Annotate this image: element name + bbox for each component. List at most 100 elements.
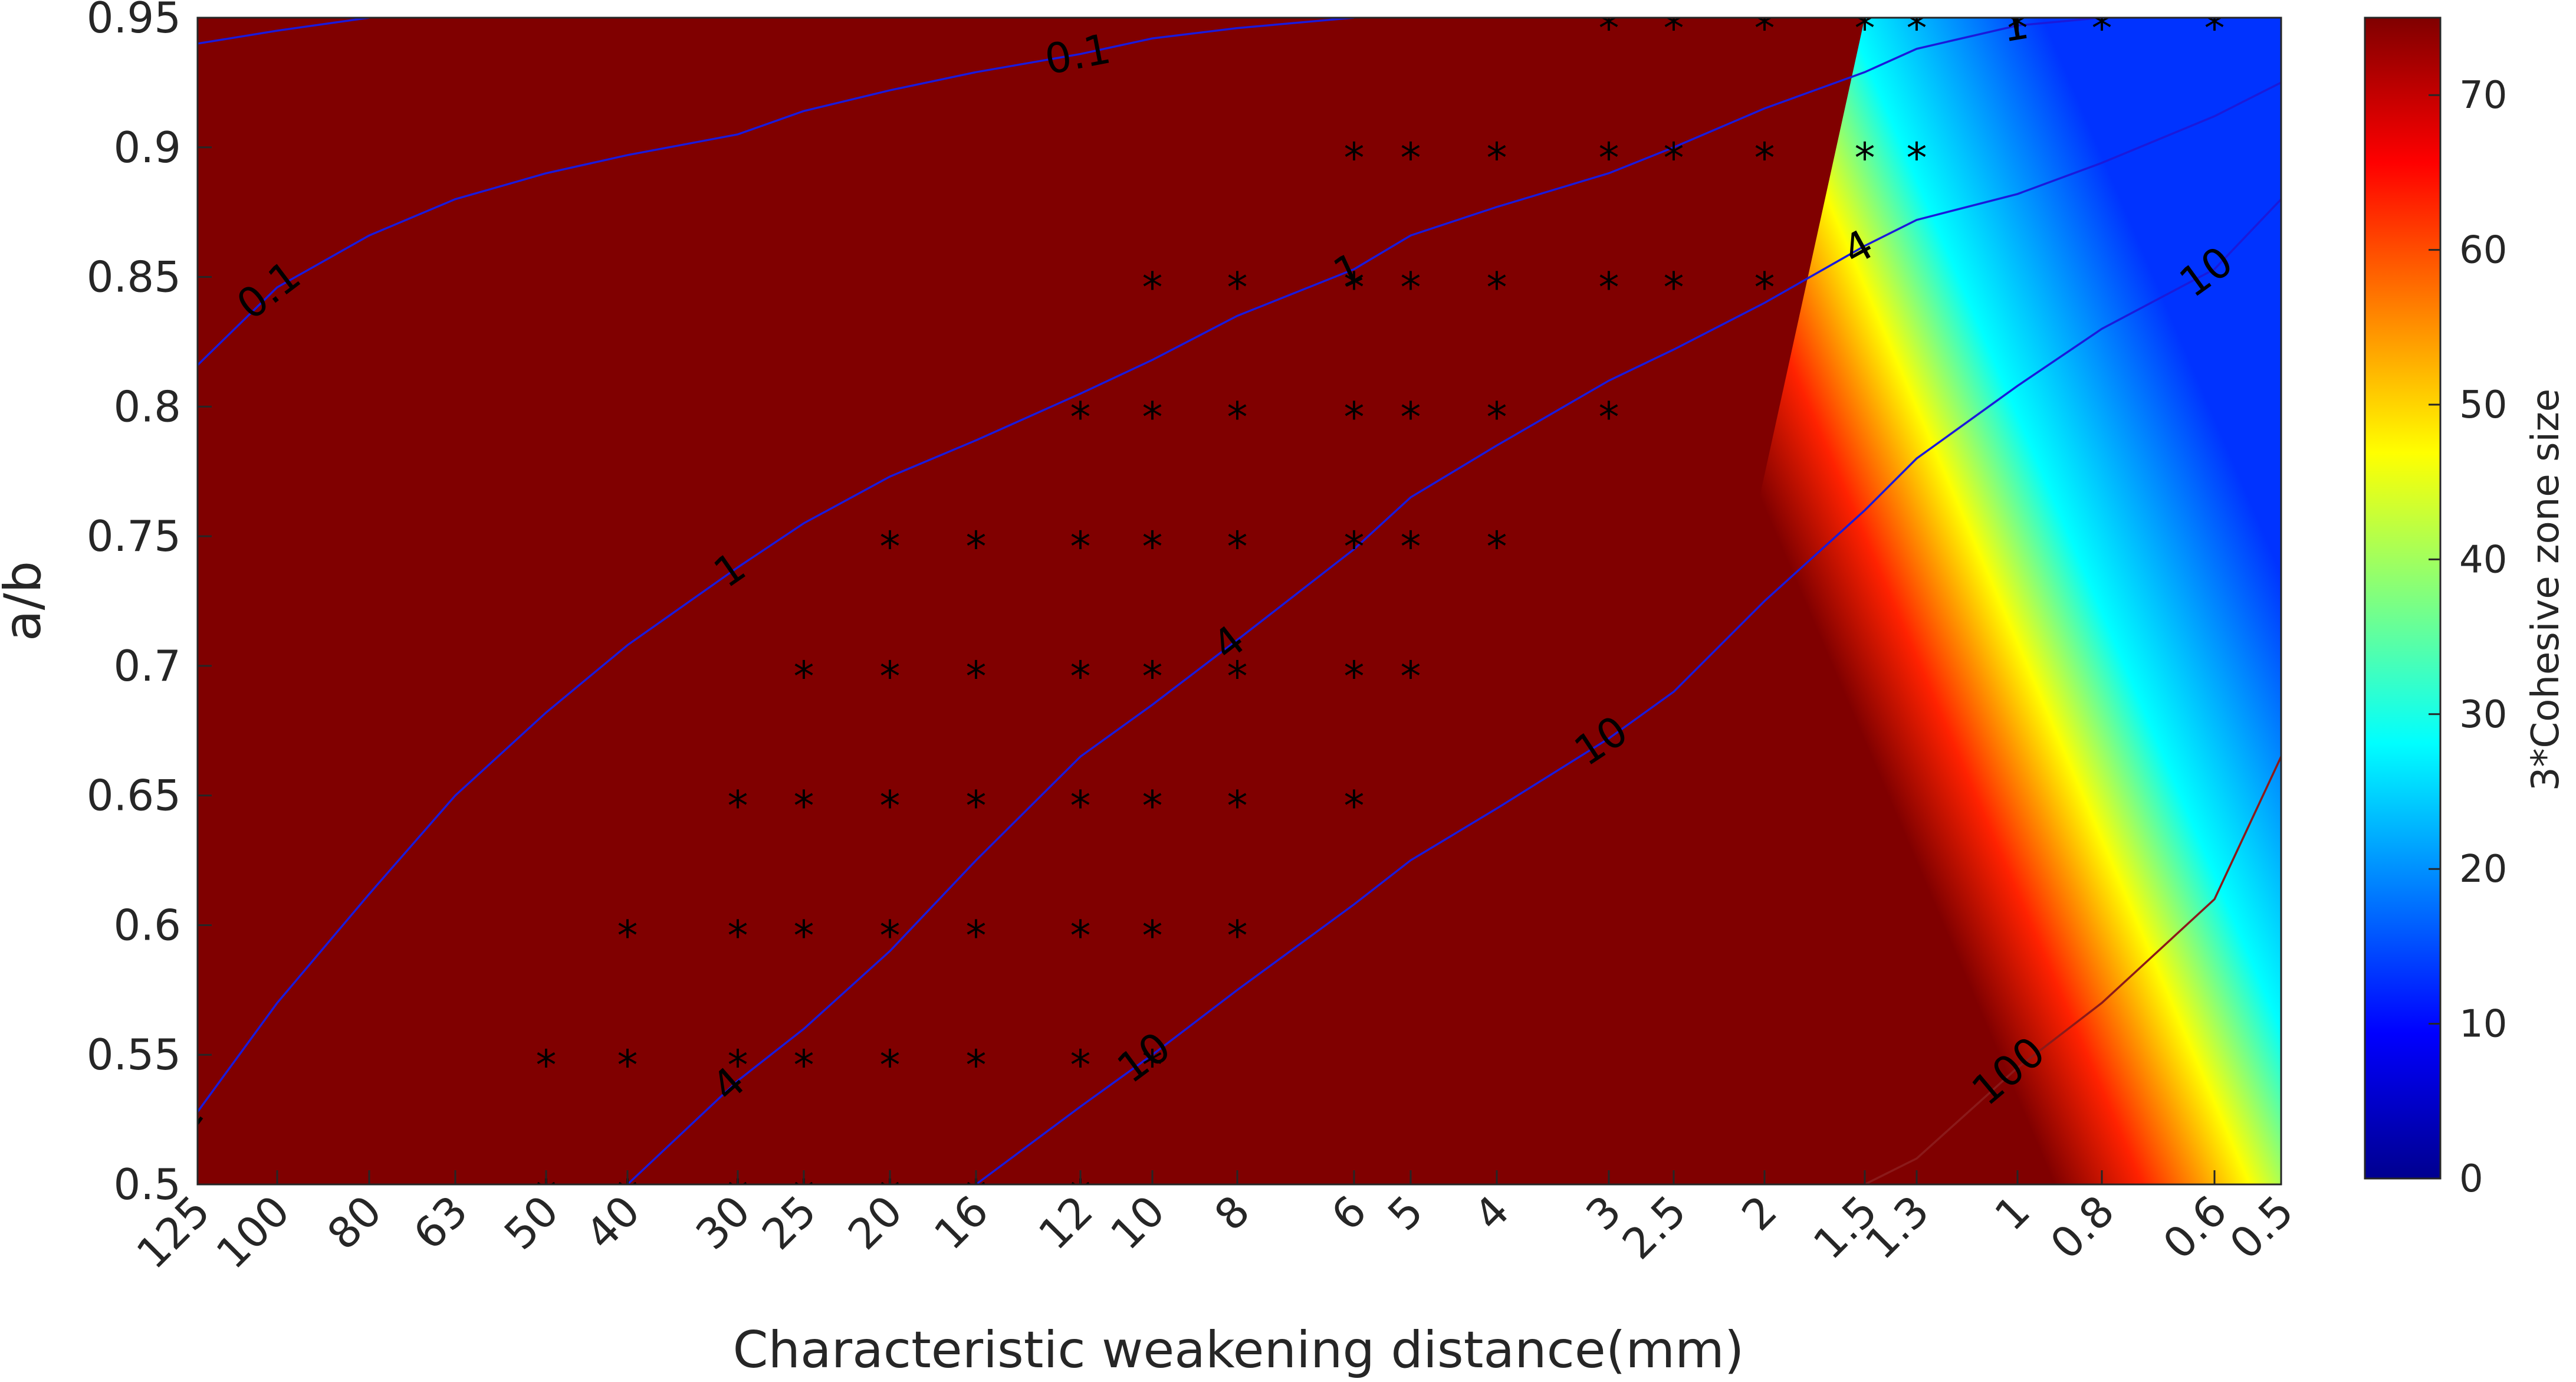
contour-line-0.1 — [198, 18, 1355, 366]
data-marker: * — [1070, 911, 1091, 960]
colorbar-tick-label: 70 — [2459, 74, 2507, 117]
data-marker: * — [966, 782, 987, 830]
data-marker: * — [2204, 4, 2225, 52]
data-marker: * — [2007, 4, 2028, 52]
colorbar-tick-label: 50 — [2459, 383, 2507, 427]
y-tick-label: 0.5 — [113, 1160, 181, 1209]
x-tick-label: 40 — [576, 1186, 649, 1259]
y-axis: 0.5 0.55 0.6 0.65 0.7 0.75 0.8 0.85 0.9 0.95 — [87, 0, 212, 1209]
data-marker: * — [1599, 134, 1619, 182]
data-marker: * — [1487, 393, 1507, 441]
data-marker: * — [1599, 393, 1619, 441]
data-marker: * — [2092, 4, 2112, 52]
data-marker: * — [1401, 393, 1421, 441]
data-marker: * — [728, 782, 748, 830]
x-tick-label: 1 — [1985, 1186, 2039, 1240]
colorbar: 0 10 20 30 40 50 60 70 3*Cohesive zone size — [2364, 17, 2568, 1201]
data-marker: * — [966, 523, 987, 571]
data-marker: * — [1401, 134, 1421, 182]
data-marker: * — [1070, 782, 1091, 830]
x-tick-label: 20 — [839, 1186, 912, 1259]
data-marker: * — [1227, 782, 1248, 830]
x-tick-label: 50 — [495, 1186, 568, 1259]
data-marker: * — [1142, 1041, 1163, 1089]
colorbar-tick-label: 60 — [2459, 229, 2507, 273]
data-marker: * — [1070, 393, 1091, 441]
x-tick-label: 0.6 — [2154, 1186, 2236, 1269]
data-marker: * — [536, 1041, 557, 1089]
data-marker: * — [1855, 134, 1875, 182]
contour-line-4 — [626, 81, 2281, 1184]
y-tick-label: 0.95 — [87, 0, 181, 42]
data-marker: * — [1599, 264, 1619, 312]
x-axis-label: Characteristic weakening distance(mm) — [732, 1321, 1744, 1380]
data-marker: * — [966, 1041, 987, 1089]
data-marker: * — [794, 782, 814, 830]
data-marker: * — [1754, 134, 1775, 182]
data-marker: * — [1664, 4, 1684, 52]
x-tick-label: 5 — [1378, 1186, 1432, 1240]
data-marker: * — [1487, 134, 1507, 182]
data-marker: * — [1599, 4, 1619, 52]
y-tick-label: 0.85 — [87, 252, 181, 302]
y-tick-label: 0.75 — [87, 511, 181, 561]
markers-layer: * * * * * * * * * * * * * * * * * * * * * * * * * * * * * * * * * * * * * * * *… — [536, 4, 2225, 1184]
data-marker: * — [1070, 1041, 1091, 1089]
colorbar-gradient — [2364, 17, 2442, 1180]
y-tick-label: 0.9 — [113, 123, 181, 172]
x-tick-label: 25 — [753, 1186, 826, 1259]
data-marker: * — [880, 782, 901, 830]
y-axis-label: a/b — [0, 561, 52, 641]
contour-line-100 — [1864, 756, 2281, 1184]
x-tick-label: 8 — [1205, 1186, 1259, 1240]
contour-line-1 — [198, 18, 2102, 1112]
data-marker: * — [1754, 264, 1775, 312]
colorbar-ticks: 0 10 20 30 40 50 60 70 — [2429, 74, 2507, 1201]
colorbar-tick-label: 40 — [2459, 538, 2507, 582]
colorbar-tick-label: 30 — [2459, 693, 2507, 737]
y-tick-label: 0.55 — [87, 1030, 181, 1079]
x-tick-label: 2 — [1732, 1186, 1786, 1240]
colorbar-tick-label: 20 — [2459, 848, 2507, 891]
colorbar-tick-label: 10 — [2459, 1003, 2507, 1046]
data-marker: * — [1907, 134, 1927, 182]
data-marker: * — [1227, 393, 1248, 441]
data-marker: * — [794, 652, 814, 701]
data-marker: * — [1344, 652, 1365, 701]
data-marker: * — [794, 911, 814, 960]
data-marker: * — [1401, 652, 1421, 701]
data-marker: * — [1227, 264, 1248, 312]
data-marker: * — [1227, 652, 1248, 701]
data-marker: * — [1142, 264, 1163, 312]
data-marker: * — [1344, 393, 1365, 441]
data-marker: * — [1142, 782, 1163, 830]
x-tick-label: 12 — [1029, 1186, 1102, 1259]
data-marker: * — [1664, 134, 1684, 182]
data-marker: * — [1855, 4, 1875, 52]
x-tick-label: 30 — [686, 1186, 760, 1259]
data-marker: * — [1227, 911, 1248, 960]
x-tick-label: 16 — [925, 1186, 998, 1259]
data-marker: * — [1907, 4, 1927, 52]
data-marker: * — [1487, 523, 1507, 571]
data-marker: * — [1344, 782, 1365, 830]
x-tick-label: 80 — [318, 1186, 391, 1259]
y-tick-label: 0.6 — [113, 900, 181, 950]
plot-frame — [196, 17, 2282, 1186]
data-marker: * — [1401, 523, 1421, 571]
x-tick-label: 63 — [404, 1186, 477, 1259]
data-marker: * — [1344, 264, 1365, 312]
data-marker: * — [1344, 523, 1365, 571]
data-marker: * — [880, 523, 901, 571]
data-marker: * — [1070, 523, 1091, 571]
x-tick-label: 10 — [1101, 1186, 1174, 1259]
data-marker: * — [728, 1041, 748, 1089]
saturated-zone — [198, 18, 1865, 1184]
data-marker: * — [728, 911, 748, 960]
data-marker: * — [1227, 523, 1248, 571]
contour-line-10 — [975, 198, 2281, 1184]
data-marker: * — [1070, 652, 1091, 701]
colorbar-tick-label: 0 — [2459, 1157, 2483, 1201]
